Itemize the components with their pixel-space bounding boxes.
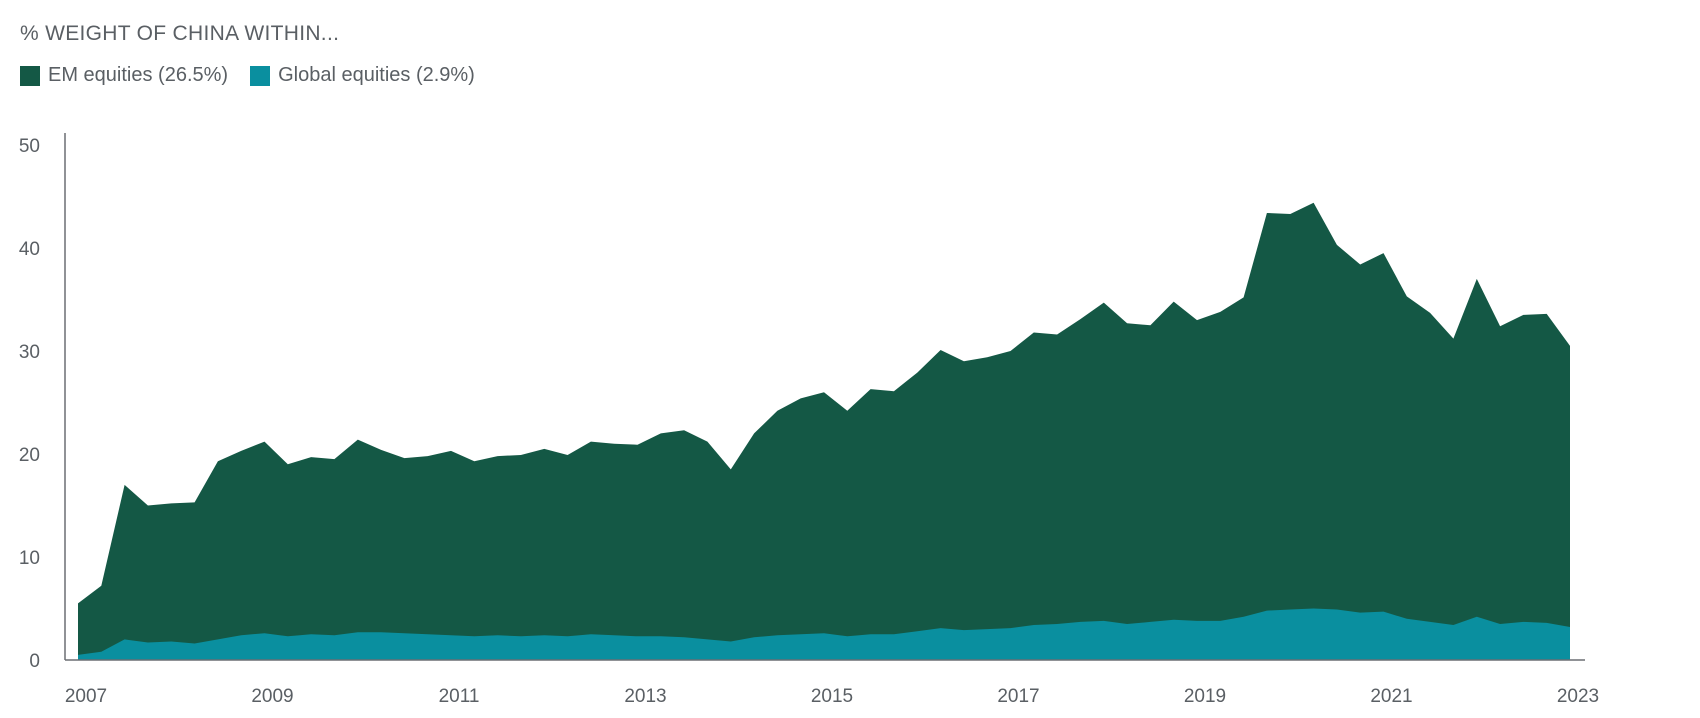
area-global-equities xyxy=(78,608,1570,660)
x-tick-label: 2017 xyxy=(997,686,1039,707)
y-axis-ticks: 0 10 20 30 40 50 xyxy=(19,136,40,672)
chart-title: % WEIGHT OF CHINA WITHIN... xyxy=(20,22,340,45)
x-tick-label: 2013 xyxy=(624,686,666,707)
chart-axes xyxy=(64,133,1585,661)
x-tick-label: 2007 xyxy=(65,686,107,707)
y-tick-label: 40 xyxy=(19,239,40,260)
legend-item-em-equities: EM equities (26.5%) xyxy=(20,64,228,87)
legend-item-global-equities: Global equities (2.9%) xyxy=(250,64,475,87)
legend-swatch-global-equities xyxy=(250,65,271,86)
x-tick-label: 2009 xyxy=(251,686,293,707)
legend-swatch-em-equities xyxy=(20,65,40,86)
x-tick-label: 2019 xyxy=(1184,686,1226,707)
y-tick-label: 10 xyxy=(19,548,40,569)
y-tick-label: 0 xyxy=(29,651,40,672)
legend-label-global-equities: Global equities (2.9%) xyxy=(278,64,475,86)
y-tick-label: 30 xyxy=(19,342,40,363)
legend-label-em-equities: EM equities (26.5%) xyxy=(48,64,229,86)
area-em-equities xyxy=(78,202,1570,660)
legend: EM equities (26.5%) Global equities (2.9… xyxy=(20,64,497,87)
y-tick-label: 20 xyxy=(19,445,40,466)
x-axis-ticks: 2007 2009 2011 2013 2015 2017 2019 2021 2023 xyxy=(65,686,1599,707)
x-tick-label: 2015 xyxy=(811,686,853,707)
x-tick-label: 2021 xyxy=(1370,686,1412,707)
x-tick-label: 2023 xyxy=(1557,686,1599,707)
y-tick-label: 50 xyxy=(19,136,40,157)
x-tick-label: 2011 xyxy=(439,686,480,707)
chart-areas xyxy=(78,202,1570,660)
